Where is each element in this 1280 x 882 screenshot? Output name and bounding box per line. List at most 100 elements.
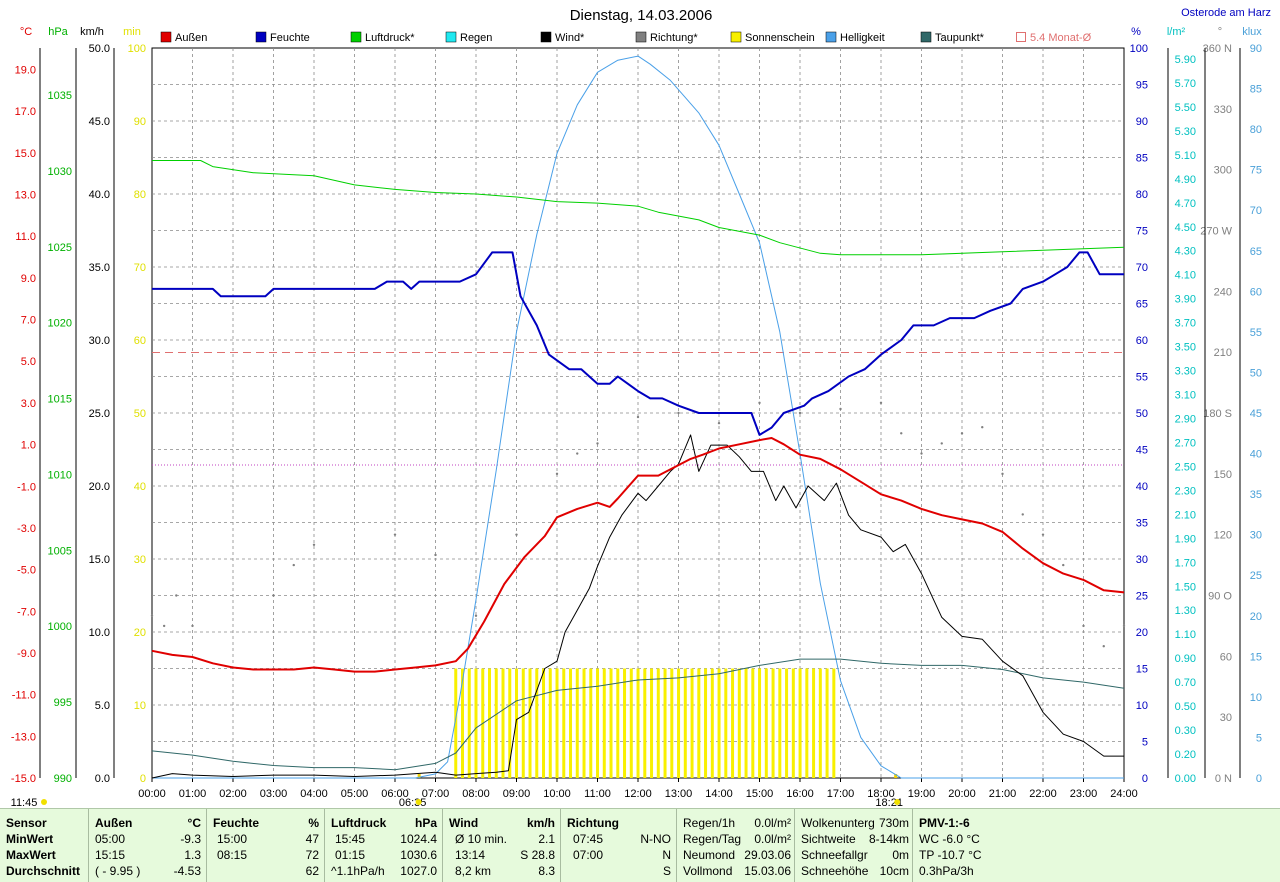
rain-axis-tick-label: 5.10 — [1175, 150, 1196, 162]
rain-axis-tick-label: 4.30 — [1175, 246, 1196, 258]
stats-col-feuchte: Feuchte % 15:00 47 08:15 72 62 — [206, 809, 325, 882]
direction-point — [150, 614, 154, 617]
stats-value: 8,2 km — [455, 864, 492, 878]
dewpoint-line — [151, 658, 1125, 771]
direction-point — [717, 421, 721, 425]
sunshine-axis-tick-label: 70 — [134, 262, 146, 274]
humidity-axis-tick-label: 10 — [1136, 700, 1148, 712]
sunshine-bar — [582, 668, 586, 778]
sunshine-axis-tick-label: 0 — [140, 773, 146, 785]
direction-point — [879, 401, 883, 405]
day-length-dot — [41, 799, 47, 805]
lux-axis-tick-label: 85 — [1250, 84, 1262, 96]
legend-label: Außen — [175, 32, 207, 44]
humidity-axis-tick-label: 100 — [1130, 43, 1148, 55]
stats-value: Schneefallgr — [801, 848, 868, 862]
sunshine-axis-unit-label: min — [123, 26, 141, 38]
temperature-axis-tick-label: 5.0 — [21, 356, 36, 368]
sunshine-bar — [501, 668, 505, 778]
stats-value: 29.03.06 — [744, 848, 791, 862]
temperature-axis-tick-label: 19.0 — [15, 65, 36, 77]
pressure-axis-tick-label: 1030 — [48, 166, 72, 178]
sunshine-bar — [683, 668, 687, 778]
wind-axis-tick-label: 40.0 — [89, 189, 110, 201]
direction-point — [191, 624, 194, 628]
x-axis-tick-label: 10:00 — [543, 788, 571, 800]
direction-point — [1041, 533, 1045, 536]
sunshine-bar — [778, 668, 782, 778]
humidity-axis-tick-label: 65 — [1136, 299, 1148, 311]
humidity-axis-tick-label: 35 — [1136, 518, 1148, 530]
sunshine-bar — [818, 668, 822, 778]
lux-axis-tick-label: 15 — [1250, 651, 1262, 663]
sunshine-bar — [812, 668, 816, 778]
sunshine-bar — [575, 668, 579, 778]
pressure-axis-tick-label: 995 — [54, 697, 72, 709]
stats-value: 15.03.06 — [744, 864, 791, 878]
lux-axis-tick-label: 60 — [1250, 286, 1262, 298]
x-axis-tick-label: 12:00 — [624, 788, 652, 800]
humidity-axis-tick-label: 25 — [1136, 591, 1148, 603]
stats-col-richtung: Richtung 07:45 N-NO 07:00 N S — [560, 809, 677, 882]
temperature-axis-tick-label: -15.0 — [11, 773, 36, 785]
stats-value: Schneehöhe — [801, 864, 869, 878]
x-axis-tick-label: 06:00 — [381, 788, 409, 800]
rain-axis-tick-label: 5.70 — [1175, 78, 1196, 90]
x-axis-tick-label: 21:00 — [989, 788, 1017, 800]
temperature-axis-tick-label: 9.0 — [21, 273, 36, 285]
direction-axis-tick-label: 0 N — [1215, 773, 1232, 785]
legend-swatch — [350, 31, 362, 43]
sunset-dot — [894, 799, 901, 805]
sunshine-axis-tick-label: 10 — [134, 700, 146, 712]
sunshine-bar — [710, 668, 714, 778]
sunset-marker — [894, 774, 898, 778]
stats-value: 13:14 — [455, 848, 486, 862]
wind-axis-tick-label: 35.0 — [89, 262, 110, 274]
direction-axis-tick-label: 240 — [1214, 286, 1232, 298]
direction-point — [434, 553, 437, 557]
sunshine-bar — [467, 668, 471, 778]
lux-axis-tick-label: 30 — [1250, 530, 1262, 542]
stats-value: S 28.8 — [520, 848, 555, 862]
humidity-axis-tick-label: 45 — [1136, 445, 1148, 457]
lux-axis-tick-label: 20 — [1250, 611, 1262, 623]
legend-label: Luftdruck* — [365, 32, 415, 44]
rain-axis-tick-label: 4.70 — [1175, 198, 1196, 210]
sunshine-bar — [535, 668, 539, 778]
sunshine-bar — [785, 668, 789, 778]
direction-axis-tick-label: 30 — [1220, 712, 1232, 724]
sunshine-bar — [717, 668, 721, 778]
x-axis-tick-label: 03:00 — [260, 788, 288, 800]
direction-point — [920, 452, 923, 455]
lux-axis-tick-label: 65 — [1250, 246, 1262, 258]
temperature-axis-tick-label: 7.0 — [21, 315, 36, 327]
stats-value: 0.0l/m² — [754, 832, 791, 846]
stats-unit-feuchte: % — [308, 816, 319, 830]
wind-axis-unit-label: km/h — [80, 26, 104, 38]
temperature-axis-tick-label: -3.0 — [17, 523, 36, 535]
sunshine-bar — [737, 668, 741, 778]
humidity-axis-tick-label: 95 — [1136, 80, 1148, 92]
sunshine-axis-tick-label: 90 — [134, 116, 146, 128]
legend-swatch — [825, 31, 837, 43]
rain-axis-tick-label: 1.10 — [1175, 629, 1196, 641]
stats-header-richtung: Richtung — [567, 816, 619, 830]
temperature-axis-tick-label: -11.0 — [12, 690, 36, 702]
legend-swatch — [1016, 32, 1026, 42]
direction-point — [272, 594, 275, 597]
stats-value: 08:15 — [217, 848, 248, 862]
sunshine-bar — [454, 668, 458, 778]
sunshine-bar — [488, 668, 492, 778]
rain-axis-tick-label: 3.50 — [1175, 342, 1196, 354]
temperature-axis-tick-label: -9.0 — [17, 648, 36, 660]
rain-axis-tick-label: 5.30 — [1175, 126, 1196, 138]
stats-header-sensor: Sensor — [6, 816, 47, 830]
wind-axis-tick-label: 0.0 — [95, 773, 110, 785]
stats-panel: Sensor MinWert MaxWert Durchschnitt Auße… — [0, 808, 1280, 882]
rain-axis-tick-label: 3.90 — [1175, 294, 1196, 306]
humidity-axis-tick-label: 80 — [1136, 189, 1148, 201]
legend-swatch — [255, 31, 267, 43]
direction-point — [162, 624, 166, 628]
wind-axis-tick-label: 5.0 — [95, 700, 110, 712]
